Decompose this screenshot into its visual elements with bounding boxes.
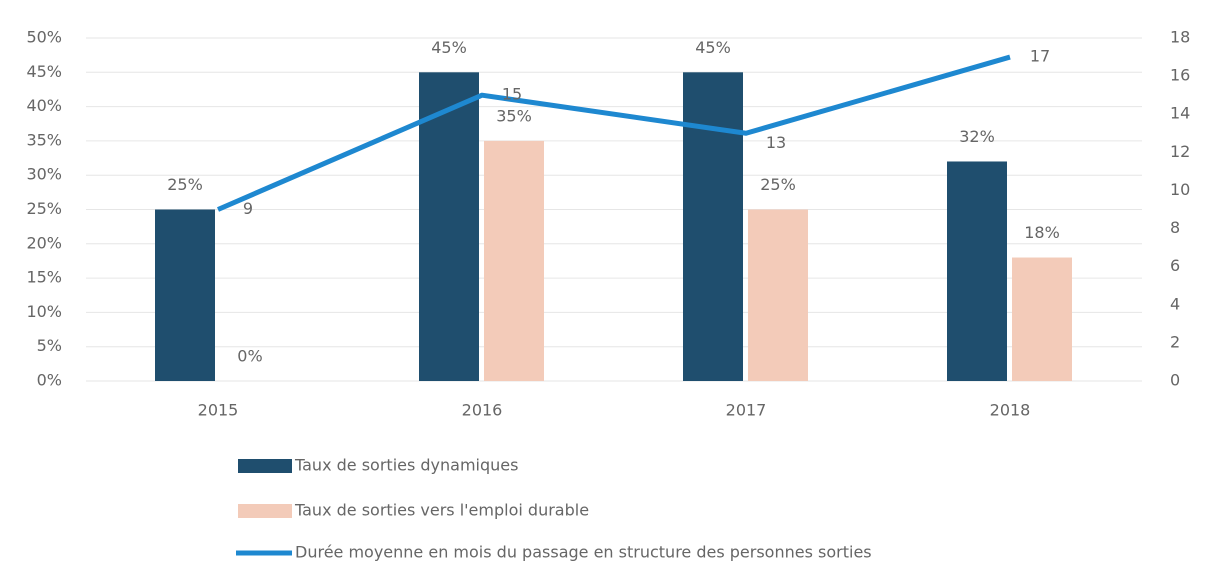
x-tick-label: 2018 — [990, 401, 1031, 420]
bar-value-label: 25% — [167, 175, 203, 194]
y2-tick-label: 18 — [1170, 28, 1190, 47]
legend-swatch — [238, 459, 292, 473]
y-tick-label: 20% — [26, 233, 62, 252]
y-tick-label: 45% — [26, 62, 62, 81]
bar-value-label: 45% — [695, 38, 731, 57]
bar — [155, 209, 215, 381]
bar — [947, 161, 1007, 381]
x-tick-label: 2017 — [726, 401, 767, 420]
line-value-label: 17 — [1030, 47, 1050, 66]
y2-tick-label: 14 — [1170, 104, 1190, 123]
bar-value-label: 35% — [496, 106, 532, 125]
bar-value-label: 32% — [959, 127, 995, 146]
legend-label: Taux de sorties dynamiques — [294, 456, 518, 475]
bar — [683, 72, 743, 382]
y2-tick-label: 16 — [1170, 66, 1190, 85]
bar — [419, 72, 479, 382]
line-value-label: 15 — [502, 85, 522, 104]
y2-tick-label: 6 — [1170, 256, 1180, 275]
y-tick-label: 10% — [26, 302, 62, 321]
line-value-label: 9 — [243, 199, 253, 218]
y-tick-label: 35% — [26, 130, 62, 149]
x-tick-label: 2015 — [198, 401, 239, 420]
bar-value-label: 0% — [237, 347, 262, 366]
line-value-label: 13 — [766, 133, 786, 152]
line — [217, 54, 1011, 212]
y-tick-label: 25% — [26, 199, 62, 218]
legend-swatch — [238, 504, 292, 518]
bar — [484, 140, 544, 381]
y2-tick-label: 4 — [1170, 294, 1180, 313]
legend-label: Durée moyenne en mois du passage en stru… — [295, 543, 872, 562]
legend-label: Taux de sorties vers l'emploi durable — [294, 501, 589, 520]
x-tick-label: 2016 — [462, 401, 503, 420]
y-tick-label: 0% — [37, 371, 62, 390]
y2-tick-label: 0 — [1170, 371, 1180, 390]
y2-tick-label: 8 — [1170, 218, 1180, 237]
y-tick-label: 15% — [26, 268, 62, 287]
y2-tick-label: 2 — [1170, 332, 1180, 351]
bar-value-label: 18% — [1024, 223, 1060, 242]
bar-value-label: 25% — [760, 175, 796, 194]
y-tick-label: 5% — [37, 336, 62, 355]
bar — [748, 209, 808, 381]
y2-tick-label: 10 — [1170, 180, 1190, 199]
y-tick-label: 30% — [26, 165, 62, 184]
y-tick-label: 50% — [26, 28, 62, 47]
bar — [1012, 257, 1072, 381]
y2-tick-label: 12 — [1170, 142, 1190, 161]
bar-value-label: 45% — [431, 38, 467, 57]
y-tick-label: 40% — [26, 96, 62, 115]
